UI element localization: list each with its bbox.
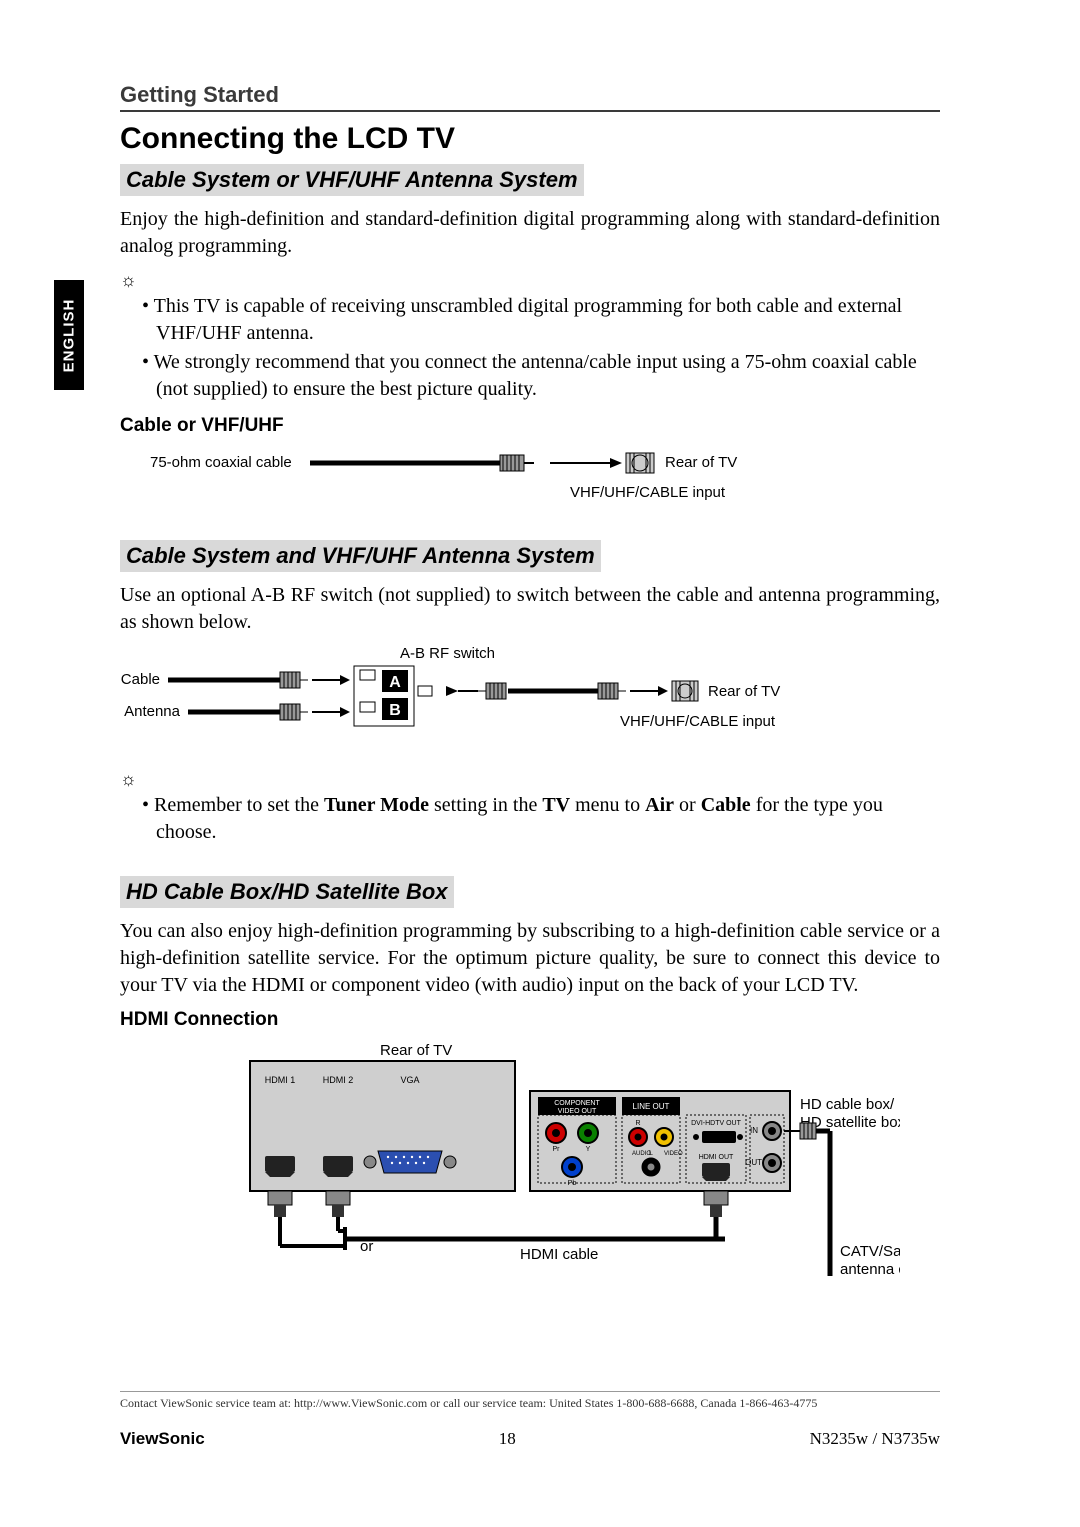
- pr-label: Pr: [553, 1146, 561, 1153]
- pb-label: Pb: [568, 1180, 577, 1187]
- y-label: Y: [586, 1146, 591, 1153]
- tip-icon: ☼: [120, 270, 940, 291]
- vga-label: VGA: [400, 1075, 419, 1085]
- rear-tv-label: Rear of TV: [708, 683, 780, 700]
- section3-heading: HD Cable Box/HD Satellite Box: [120, 876, 454, 908]
- diagram-ab-switch: A-B RF switch Cable Antenna A B: [120, 646, 940, 751]
- section2-heading: Cable System and VHF/UHF Antenna System: [120, 540, 601, 572]
- page-title: Connecting the LCD TV: [120, 122, 940, 156]
- cable-label: Cable: [121, 671, 160, 688]
- out-label: OUT: [745, 1158, 762, 1167]
- svg-text:R: R: [635, 1120, 640, 1127]
- diagram-hdmi-connection: Rear of TV HDMI 1 HDMI 2 VGA: [120, 1041, 940, 1316]
- port-b: B: [389, 702, 401, 719]
- footer-page: 18: [499, 1429, 516, 1449]
- section2-note: Remember to set the Tuner Mode setting i…: [120, 792, 940, 846]
- section1-bullets: This TV is capable of receiving unscramb…: [120, 293, 940, 403]
- section1-intro: Enjoy the high-definition and standard-d…: [120, 206, 940, 260]
- port-a: A: [389, 674, 401, 691]
- comp-out-label: COMPONENT: [554, 1100, 600, 1107]
- page-header: Getting Started: [120, 82, 940, 112]
- footer-line: ViewSonic 18 N3235w / N3735w: [120, 1429, 940, 1449]
- section1-subheading: Cable or VHF/UHF: [120, 415, 940, 437]
- hdmiout-label: HDMI OUT: [699, 1154, 734, 1161]
- rear-tv-label: Rear of TV: [380, 1042, 452, 1059]
- language-tab: ENGLISH: [54, 280, 84, 390]
- page-content: Getting Started Connecting the LCD TV Ca…: [120, 82, 940, 1334]
- rear-tv-label: Rear of TV: [665, 454, 737, 471]
- video-out-label: VIDEO OUT: [558, 1108, 597, 1115]
- section3-intro: You can also enjoy high-definition progr…: [120, 918, 940, 999]
- hdmi-cable-label: HDMI cable: [520, 1246, 598, 1263]
- ab-switch-label: A-B RF switch: [400, 646, 495, 662]
- section3-subheading: HDMI Connection: [120, 1009, 940, 1031]
- hdmi2-label: HDMI 2: [323, 1075, 354, 1085]
- tip-icon: ☼: [120, 769, 940, 790]
- list-item: Remember to set the Tuner Mode setting i…: [142, 792, 940, 846]
- list-item: This TV is capable of receiving unscramb…: [142, 293, 940, 347]
- list-item: We strongly recommend that you connect t…: [142, 349, 940, 403]
- footer-contact: Contact ViewSonic service team at: http:…: [120, 1391, 940, 1411]
- coax-label: 75-ohm coaxial cable: [150, 454, 292, 471]
- svg-text:VIDEO: VIDEO: [664, 1151, 683, 1157]
- section1-heading: Cable System or VHF/UHF Antenna System: [120, 164, 584, 196]
- footer-brand: ViewSonic: [120, 1429, 205, 1449]
- section2-intro: Use an optional A-B RF switch (not suppl…: [120, 582, 940, 636]
- hdmi1-label: HDMI 1: [265, 1075, 296, 1085]
- catv-label-2: antenna cable: [840, 1261, 900, 1278]
- footer-model: N3235w / N3735w: [810, 1429, 940, 1449]
- lineout-label: LINE OUT: [633, 1102, 670, 1111]
- input-label: VHF/UHF/CABLE input: [620, 713, 776, 730]
- hdbox-label-1: HD cable box/: [800, 1096, 895, 1113]
- dvi-label: DVI-HDTV OUT: [691, 1120, 742, 1127]
- svg-text:L: L: [649, 1150, 653, 1157]
- diagram-cable-or-vhf: 75-ohm coaxial cable Rear of TV VHF/UHF/…: [120, 447, 940, 522]
- input-label: VHF/UHF/CABLE input: [570, 484, 726, 501]
- antenna-label: Antenna: [124, 703, 181, 720]
- catv-label-1: CATV/Satellite: [840, 1243, 900, 1260]
- language-tab-label: ENGLISH: [61, 298, 78, 372]
- in-label: IN: [750, 1126, 758, 1135]
